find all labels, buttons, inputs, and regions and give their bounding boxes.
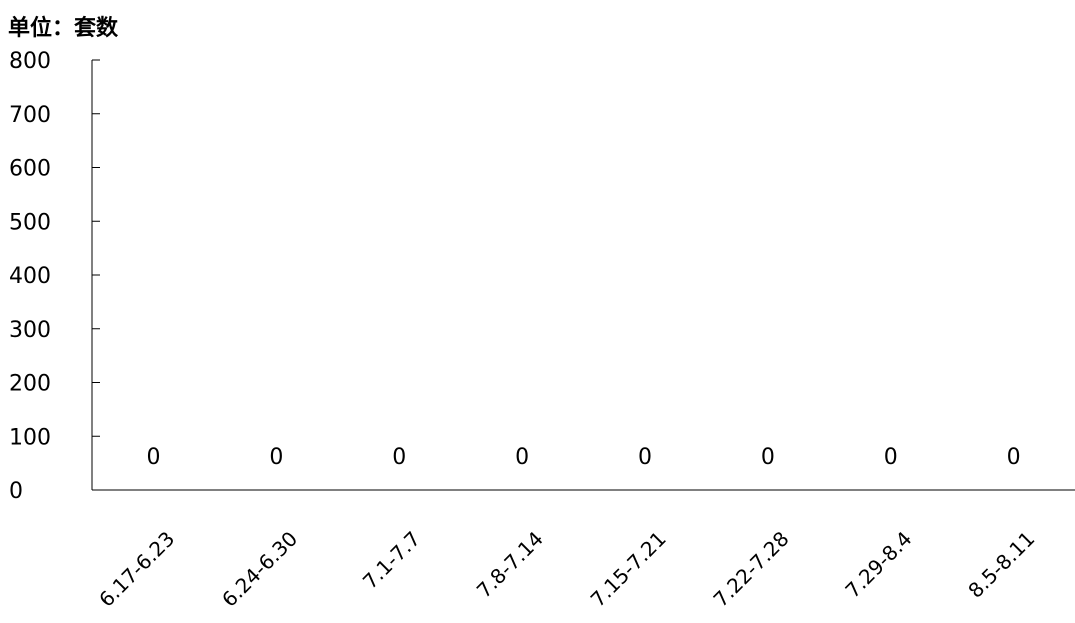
y-tick-label: 600 — [9, 157, 51, 182]
data-label: 0 — [638, 445, 652, 470]
y-tick-label: 100 — [9, 425, 51, 450]
y-tick-label: 300 — [9, 318, 51, 343]
x-tick-label: 7.22-7.28 — [709, 527, 794, 612]
y-tick-label: 0 — [9, 479, 23, 504]
data-label: 0 — [761, 445, 775, 470]
data-label: 0 — [515, 445, 529, 470]
x-tick-label: 7.1-7.7 — [358, 527, 425, 594]
data-label: 0 — [269, 445, 283, 470]
x-tick-label: 6.24-6.30 — [217, 527, 302, 612]
y-tick-label: 800 — [9, 49, 51, 74]
x-tick-label: 7.15-7.21 — [586, 527, 671, 612]
y-tick-label: 700 — [9, 103, 51, 128]
y-tick-label: 400 — [9, 264, 51, 289]
y-tick-label: 500 — [9, 210, 51, 235]
data-label: 0 — [1007, 445, 1021, 470]
unit-label: 单位：套数 — [8, 16, 119, 41]
y-tick-label: 200 — [9, 372, 51, 397]
x-axis: 6.17-6.23 6.24-6.30 7.1-7.7 7.8-7.14 7.15-7.… — [92, 489, 1075, 612]
data-label: 0 — [884, 445, 898, 470]
x-tick-label: 8.5-8.11 — [963, 527, 1039, 603]
y-axis: 0 100 200 300 400 500 600 700 800 — [9, 49, 100, 504]
data-labels: 0 0 0 0 0 0 0 0 — [146, 445, 1020, 470]
data-label: 0 — [146, 445, 160, 470]
x-tick-label: 7.29-8.4 — [840, 527, 916, 603]
x-tick-label: 7.8-7.14 — [472, 527, 548, 603]
data-label: 0 — [392, 445, 406, 470]
x-tick-label: 6.17-6.23 — [94, 527, 179, 612]
